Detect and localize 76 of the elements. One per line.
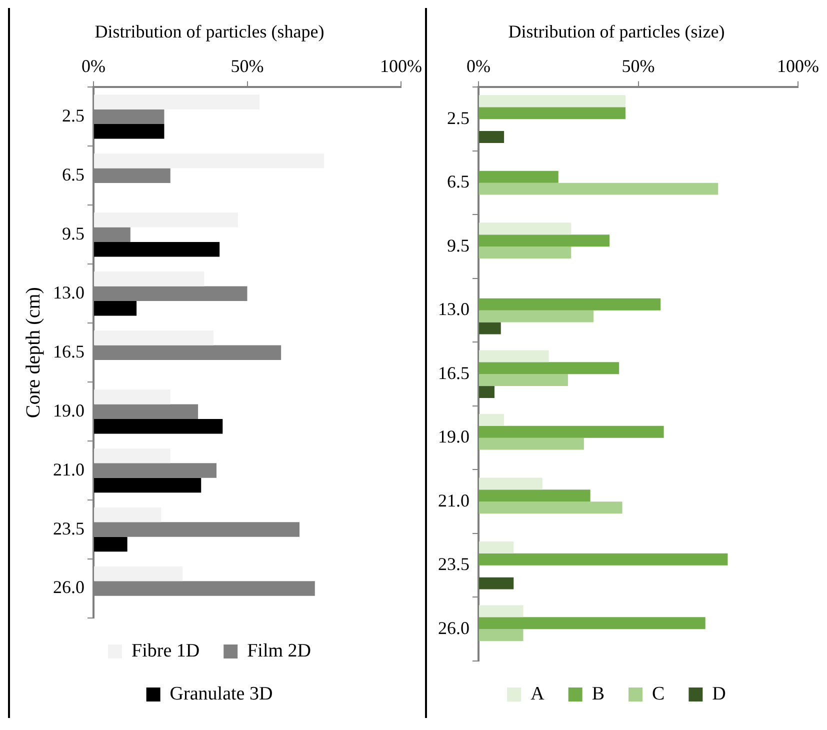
bar	[94, 448, 170, 464]
bar	[479, 490, 590, 502]
bar	[479, 107, 626, 120]
bar	[479, 234, 610, 247]
x-tick-label: 50%	[622, 56, 655, 76]
bar	[94, 272, 204, 286]
bar	[479, 298, 661, 310]
chart-title: Distribution of particles (shape)	[94, 22, 324, 42]
bar	[94, 566, 183, 582]
y-tick-label: 19.0	[53, 400, 84, 420]
y-tick-label: 13.0	[438, 299, 470, 320]
bar	[479, 374, 568, 386]
bar	[479, 541, 514, 554]
y-tick-label: 19.0	[438, 426, 470, 447]
bar	[479, 414, 504, 426]
legend-label: Granulate 3D	[170, 683, 273, 704]
bar	[479, 386, 494, 398]
y-tick-label: 6.5	[447, 172, 470, 192]
bar	[94, 300, 137, 316]
bar	[479, 170, 558, 183]
bar	[94, 536, 128, 552]
y-axis-title: Core depth (cm)	[22, 287, 44, 418]
bar	[479, 629, 524, 642]
bar	[94, 330, 214, 346]
bar	[94, 478, 202, 493]
bar	[479, 426, 664, 438]
bar	[479, 617, 706, 630]
y-tick-label: 21.0	[53, 459, 84, 480]
bar	[479, 131, 504, 143]
bar	[94, 418, 223, 434]
bar	[94, 94, 260, 110]
bar	[94, 212, 238, 228]
bar	[479, 362, 620, 374]
y-tick-label: 6.5	[62, 164, 84, 184]
bar	[479, 478, 542, 490]
y-tick-label: 9.5	[62, 223, 84, 244]
y-tick-label: 2.5	[447, 108, 470, 128]
y-tick-label: 13.0	[53, 282, 84, 302]
y-tick-label: 26.0	[53, 577, 84, 598]
x-tick-label: 100%	[380, 56, 422, 76]
bar	[479, 322, 501, 334]
y-tick-label: 9.5	[447, 235, 470, 256]
legend-label: Fibre 1D	[132, 640, 200, 662]
bar	[479, 310, 594, 322]
chart-title: Distribution of particles (size)	[508, 22, 725, 42]
y-tick-label: 2.5	[62, 105, 84, 126]
y-tick-label: 23.5	[53, 518, 84, 538]
bar	[479, 438, 584, 450]
bar	[479, 577, 514, 590]
bar	[94, 124, 164, 139]
x-tick-label: 50%	[230, 56, 264, 76]
bar	[479, 553, 728, 566]
x-tick-label: 0%	[82, 56, 106, 76]
legend-label: B	[592, 683, 605, 704]
legend-label: C	[652, 683, 665, 704]
y-tick-label: 21.0	[438, 490, 470, 510]
bar	[94, 389, 170, 404]
legend-label: Film 2D	[247, 640, 311, 662]
bar	[479, 222, 572, 235]
bar	[94, 507, 162, 522]
y-tick-label: 16.5	[53, 341, 84, 362]
y-tick-label: 16.5	[438, 362, 470, 383]
bar	[94, 154, 324, 168]
bar	[479, 350, 549, 362]
legend-label: A	[530, 683, 545, 704]
bar	[479, 95, 626, 108]
bar	[94, 242, 220, 257]
bar	[479, 605, 524, 618]
x-tick-label: 0%	[466, 56, 490, 76]
bar	[479, 182, 718, 195]
legend-label: D	[712, 683, 726, 704]
x-tick-label: 100%	[777, 56, 819, 76]
y-tick-label: 23.5	[438, 554, 470, 574]
y-tick-label: 26.0	[438, 618, 470, 638]
bar	[479, 502, 622, 514]
bar	[479, 246, 572, 259]
